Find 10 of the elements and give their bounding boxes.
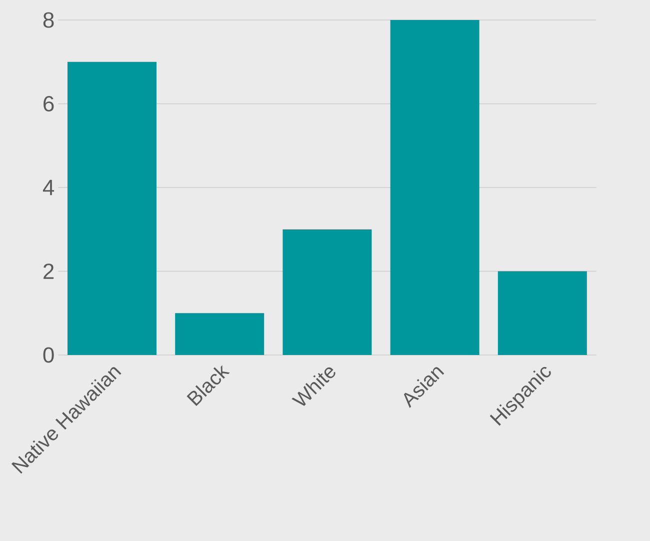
y-tick-label: 2	[44, 264, 54, 279]
y-tick-label: 4	[42, 180, 54, 196]
bar	[498, 271, 587, 355]
bar	[282, 229, 372, 355]
bar	[175, 313, 264, 355]
bar	[68, 62, 156, 355]
y-tick-label: 0	[43, 347, 54, 363]
bar	[390, 20, 480, 355]
y-tick-label: 8	[43, 12, 54, 28]
y-tick-label: 6	[44, 96, 54, 112]
